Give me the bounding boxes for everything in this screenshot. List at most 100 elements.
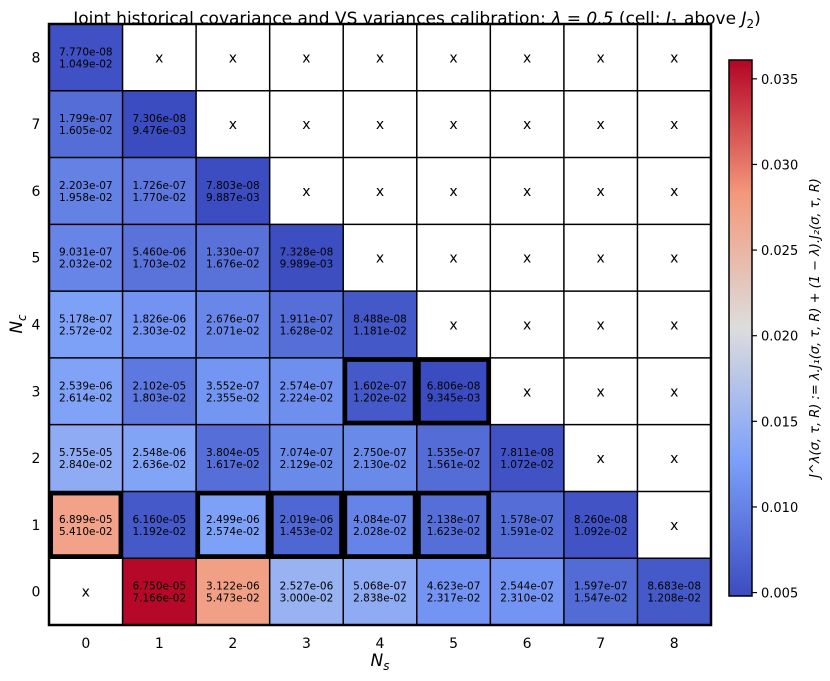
cell-j2-label: 2.636e-02	[132, 459, 186, 471]
y-tick-label: 2	[32, 451, 41, 467]
cell-empty-marker: x	[523, 384, 531, 400]
cell-j1-label: 2.750e-07	[353, 447, 407, 459]
cell-empty-marker: x	[670, 50, 678, 66]
cell-empty-marker: x	[229, 117, 237, 133]
highlight-box	[416, 491, 491, 559]
x-tick-label: 6	[523, 636, 532, 652]
cell-j1-label: 1.726e-07	[132, 180, 186, 192]
heatmap-cell	[122, 558, 197, 625]
heatmap-cell	[490, 224, 564, 292]
heatmap-cell	[490, 90, 564, 158]
cell-empty-marker: x	[670, 451, 678, 467]
cell-j1-label: 7.811e-08	[500, 447, 554, 459]
cell-j2-label: 1.547e-02	[574, 593, 628, 605]
heatmap-cell	[563, 224, 638, 292]
cell-j2-label: 1.770e-02	[132, 192, 186, 204]
colorbar	[728, 59, 753, 597]
heatmap-cell	[563, 90, 638, 158]
heatmap-cell	[416, 157, 491, 225]
heatmap-cell	[416, 24, 491, 91]
cell-j2-label: 5.410e-02	[59, 526, 113, 538]
heatmap-cell	[196, 357, 270, 425]
cell-empty-marker: x	[670, 318, 678, 334]
cell-j2-label: 2.574e-02	[206, 526, 260, 538]
cell-j1-label: 1.911e-07	[280, 314, 334, 326]
heatmap-cell	[637, 491, 711, 559]
heatmap-cell	[563, 291, 638, 358]
x-tick-label: 3	[302, 636, 311, 652]
heatmap-cell	[122, 491, 197, 559]
cell-j1-label: 9.031e-07	[59, 247, 113, 259]
cell-empty-marker: x	[82, 585, 90, 601]
cell-j1-label: 7.306e-08	[132, 113, 186, 125]
cell-j2-label: 1.092e-02	[574, 526, 628, 538]
heatmap-cell	[416, 224, 491, 292]
heatmap-cell	[343, 224, 417, 292]
colorbar-tick-label: 0.005	[761, 587, 798, 602]
heatmap-cell	[637, 558, 711, 625]
cell-j1-label: 2.574e-07	[280, 380, 334, 392]
y-tick-label: 8	[32, 50, 41, 66]
cell-j2-label: 1.072e-02	[500, 459, 554, 471]
colorbar-tick-label: 0.030	[761, 158, 798, 173]
heatmap-cell	[122, 90, 197, 158]
heatmap-cell	[49, 24, 123, 91]
y-tick-label: 3	[32, 384, 41, 400]
heatmap-cells	[49, 24, 711, 625]
heatmap-cell	[416, 90, 491, 158]
heatmap-cell	[416, 491, 491, 559]
heatmap-cell	[343, 157, 417, 225]
x-tick-label: 0	[81, 636, 90, 652]
cell-j2-label: 2.840e-02	[59, 459, 113, 471]
cell-empty-marker: x	[376, 117, 384, 133]
y-tick-label: 5	[32, 251, 41, 267]
heatmap-cell	[490, 558, 564, 625]
cell-j2-label: 1.623e-02	[427, 526, 481, 538]
heatmap-cell	[343, 424, 417, 492]
y-tick-label: 6	[32, 184, 41, 200]
heatmap-cell	[49, 558, 123, 625]
heatmap-cell	[490, 24, 564, 91]
heatmap-cell	[122, 357, 197, 425]
y-tick-label: 1	[32, 518, 41, 534]
cell-j1-label: 2.548e-06	[132, 447, 186, 459]
cell-j2-label: 2.838e-02	[353, 593, 407, 605]
heatmap-cell	[343, 558, 417, 625]
cell-j2-label: 9.989e-03	[280, 259, 334, 271]
heatmap-cell	[269, 90, 344, 158]
heatmap-cell	[269, 224, 344, 292]
cell-empty-marker: x	[302, 117, 310, 133]
heatmap-cell	[49, 90, 123, 158]
cell-j2-label: 2.224e-02	[280, 392, 334, 404]
cell-j1-label: 4.623e-07	[427, 581, 481, 593]
cell-j2-label: 1.049e-02	[59, 58, 113, 70]
cell-j2-label: 2.310e-02	[500, 593, 554, 605]
cell-j1-label: 2.527e-06	[280, 581, 334, 593]
x-tick-label: 1	[155, 636, 164, 652]
cell-j1-label: 2.203e-07	[59, 180, 113, 192]
highlight-box	[343, 491, 417, 559]
cell-j2-label: 1.181e-02	[353, 326, 407, 338]
heatmap-cell	[122, 291, 197, 358]
heatmap-cell	[49, 491, 123, 559]
cell-j2-label: 2.071e-02	[206, 326, 260, 338]
cell-empty-marker: x	[670, 184, 678, 200]
cell-empty-marker: x	[302, 184, 310, 200]
cell-j1-label: 1.826e-06	[132, 314, 186, 326]
heatmap-cell	[563, 558, 638, 625]
heatmap-cell	[416, 357, 491, 425]
cell-empty-marker: x	[597, 451, 605, 467]
cell-j1-label: 3.804e-05	[206, 447, 260, 459]
cell-j2-label: 2.572e-02	[59, 326, 113, 338]
cell-empty-marker: x	[449, 184, 457, 200]
heatmap-cell	[196, 424, 270, 492]
cell-j2-label: 1.628e-02	[280, 326, 334, 338]
highlight-box	[416, 357, 491, 425]
colorbar-ticks: 0.005 0.010 0.015 0.020 0.025 0.030 0.035	[752, 73, 798, 602]
cell-empty-marker: x	[155, 50, 163, 66]
cell-j2-label: 9.887e-03	[206, 192, 260, 204]
x-tick-label: 5	[449, 636, 458, 652]
heatmap-cell	[196, 157, 270, 225]
cell-j1-label: 5.178e-07	[59, 314, 113, 326]
